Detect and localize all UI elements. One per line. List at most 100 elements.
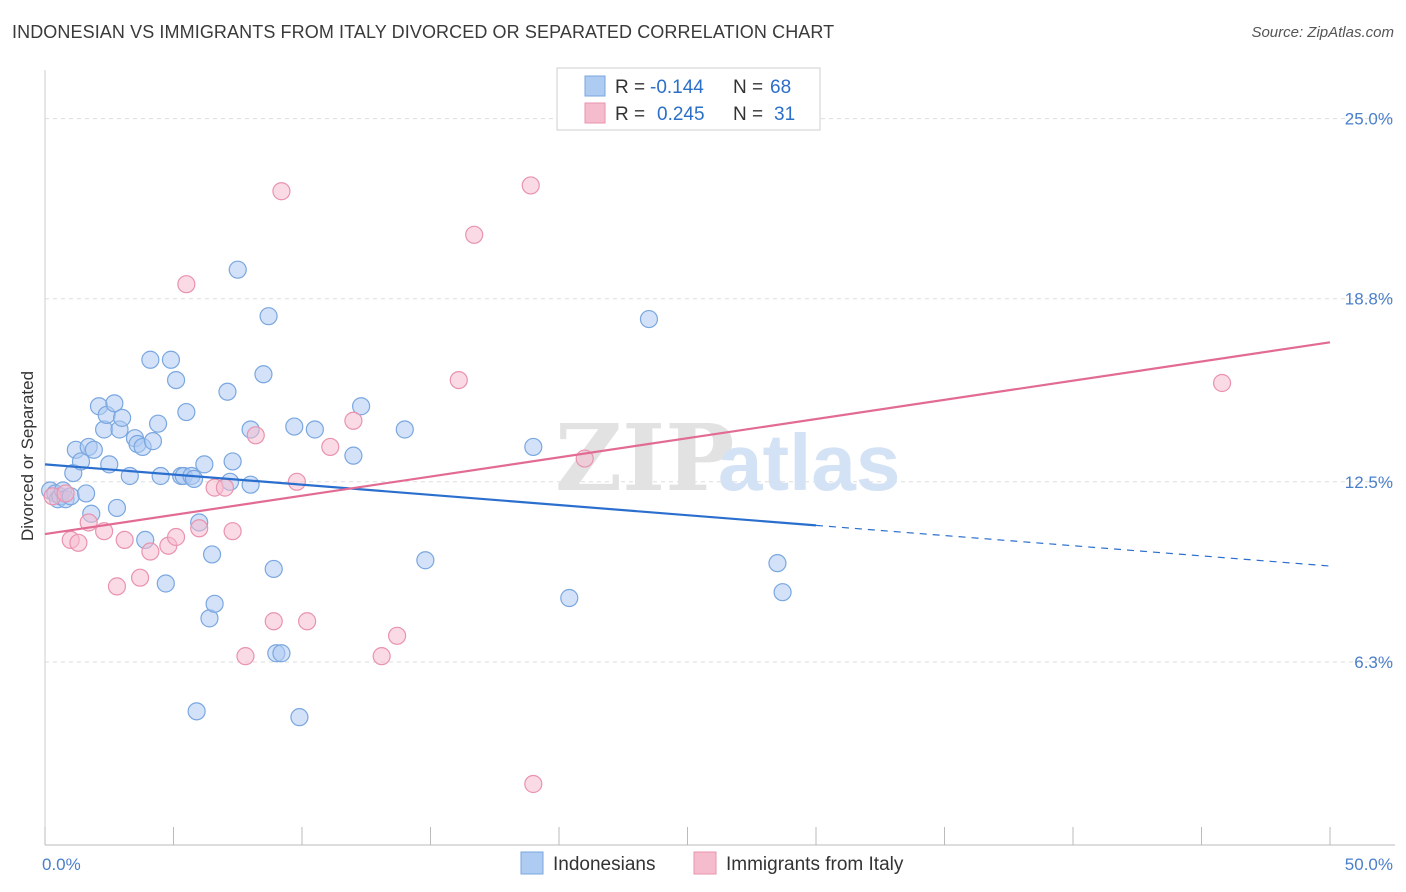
- point-indonesian: [305, 420, 324, 439]
- point-italy: [69, 533, 88, 552]
- point-indonesian: [151, 466, 170, 486]
- point-indonesian: [84, 440, 103, 459]
- legend-r-value-2: 0.245: [657, 104, 705, 125]
- legend-n-value-2: 31: [774, 104, 795, 125]
- point-indonesian: [272, 644, 291, 663]
- x-tick-label-min: 0.0%: [42, 855, 81, 874]
- point-italy: [344, 411, 363, 430]
- point-italy: [215, 478, 234, 497]
- point-italy: [287, 472, 306, 491]
- point-indonesian: [195, 455, 214, 474]
- legend-r-value-1: -0.144: [650, 77, 704, 98]
- point-indonesian: [166, 370, 186, 390]
- point-indonesian: [228, 260, 247, 279]
- point-italy: [130, 568, 150, 587]
- point-indonesian: [184, 469, 204, 488]
- point-italy: [521, 176, 540, 195]
- point-indonesian: [205, 594, 224, 613]
- correlation-legend: R = -0.144 N = 68 R = 0.245 N = 31: [556, 67, 821, 131]
- point-italy: [449, 370, 468, 390]
- series-legend-swatch-indonesians: [520, 851, 544, 875]
- point-indonesian: [143, 432, 163, 451]
- series-legend-label-indonesians: Indonesians: [553, 854, 655, 875]
- point-indonesian: [148, 414, 168, 433]
- point-indonesian: [105, 394, 124, 413]
- point-indonesian: [344, 446, 363, 465]
- point-italy: [223, 522, 242, 541]
- point-indonesian: [524, 437, 543, 457]
- trend-line-italy: [44, 341, 1331, 536]
- legend-n-label-1: N =: [733, 77, 763, 98]
- point-indonesian: [223, 452, 242, 471]
- y-tick-label: 25.0%: [1345, 110, 1393, 129]
- point-indonesian: [112, 408, 132, 427]
- point-italy: [236, 647, 255, 666]
- x-tick-labels: 0.0% 50.0%: [42, 855, 1393, 874]
- y-tick-label: 6.3%: [1354, 653, 1393, 672]
- chart-title: INDONESIAN VS IMMIGRANTS FROM ITALY DIVO…: [12, 22, 835, 42]
- legend-r-label-2: R =: [615, 104, 645, 125]
- y-axis-label: Divorced or Separated: [18, 371, 37, 541]
- point-indonesian: [352, 397, 371, 416]
- axes: [44, 70, 1395, 846]
- y-tick-label: 12.5%: [1345, 473, 1393, 492]
- point-italy: [56, 484, 75, 503]
- series-legend-label-italy: Immigrants from Italy: [726, 854, 904, 875]
- gridlines: [45, 118, 1395, 663]
- point-indonesian: [285, 417, 304, 436]
- point-italy: [141, 542, 160, 561]
- point-indonesian: [639, 309, 659, 329]
- y-tick-label: 18.8%: [1345, 290, 1393, 309]
- series-legend-swatch-italy: [693, 851, 717, 875]
- point-indonesian: [259, 307, 278, 326]
- watermark: ZIP atlas: [555, 404, 900, 512]
- point-italy: [1212, 373, 1232, 393]
- point-indonesian: [77, 484, 96, 503]
- point-italy: [272, 182, 291, 201]
- point-italy: [321, 437, 340, 457]
- point-italy: [264, 612, 283, 631]
- point-indonesian: [218, 382, 237, 401]
- point-indonesian: [161, 350, 181, 369]
- point-indonesian: [416, 551, 435, 570]
- watermark-atlas: atlas: [718, 418, 900, 507]
- point-italy: [177, 275, 196, 294]
- source-credit: Source: ZipAtlas.com: [1251, 24, 1394, 41]
- point-indonesian: [141, 350, 160, 369]
- point-italy: [465, 225, 484, 244]
- y-tick-labels: 6.3% 12.5% 18.8% 25.0%: [1345, 110, 1393, 672]
- point-indonesian: [254, 365, 273, 384]
- legend-swatch-indonesians: [584, 75, 606, 97]
- legend-swatch-italy: [584, 102, 606, 124]
- point-italy: [524, 774, 543, 794]
- point-indonesian: [177, 402, 196, 422]
- point-indonesian: [290, 708, 309, 727]
- point-indonesian: [773, 583, 792, 602]
- series-legend: Indonesians Immigrants from Italy: [520, 851, 904, 875]
- point-italy: [298, 612, 317, 631]
- point-indonesian: [241, 475, 260, 494]
- point-indonesian: [560, 588, 579, 608]
- point-indonesian: [395, 420, 414, 439]
- point-indonesian: [107, 498, 127, 518]
- point-italy: [190, 519, 209, 538]
- legend-r-label-1: R =: [615, 77, 645, 98]
- trend-line-indonesians-extension: [815, 524, 1331, 567]
- point-indonesian: [71, 452, 91, 471]
- point-indonesian: [768, 554, 787, 573]
- point-italy: [246, 426, 265, 445]
- point-italy: [372, 647, 391, 666]
- trend-line-indonesians: [44, 463, 817, 527]
- trend-lines: [44, 341, 1331, 567]
- point-italy: [107, 577, 127, 596]
- point-indonesian: [264, 559, 283, 579]
- legend-n-label-2: N =: [733, 104, 763, 125]
- point-italy: [387, 626, 407, 645]
- point-indonesian: [187, 702, 206, 721]
- point-italy: [115, 530, 134, 550]
- point-italy: [166, 527, 186, 547]
- data-points: [41, 176, 1232, 794]
- legend-n-value-1: 68: [770, 77, 791, 98]
- point-indonesian: [202, 545, 222, 564]
